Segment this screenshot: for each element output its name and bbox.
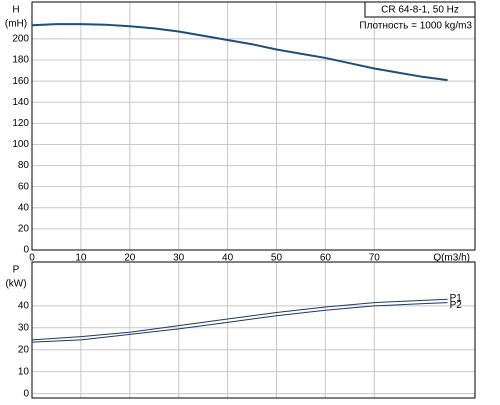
y-tick-label: 120 — [12, 118, 29, 129]
y-tick-label: 160 — [12, 76, 29, 87]
plot-frame — [31, 1, 476, 251]
y-tick-label: 10 — [18, 366, 30, 377]
data-line — [31, 298, 448, 341]
y-axis-label: (kW) — [5, 279, 26, 290]
x-tick-label: 50 — [271, 253, 283, 264]
x-axis-label: Q(m3/h) — [433, 253, 470, 264]
y-tick-label: 140 — [12, 97, 29, 108]
y-tick-label: 100 — [12, 139, 29, 150]
y-tick-label: 80 — [18, 160, 30, 171]
data-line — [31, 302, 448, 343]
series-label: P2 — [450, 300, 463, 311]
plot-frame — [31, 261, 476, 399]
y-tick-label: 200 — [12, 34, 29, 45]
x-tick-label: 40 — [222, 253, 234, 264]
x-tick-label: 10 — [75, 253, 87, 264]
plot-area — [32, 2, 475, 250]
y-tick-label: 20 — [18, 224, 30, 235]
x-tick-label: 20 — [124, 253, 136, 264]
y-tick-label: 180 — [12, 55, 29, 66]
series-label: P1 — [450, 293, 463, 304]
y-axis-label: (mH) — [5, 19, 27, 30]
y-tick-label: 60 — [18, 181, 30, 192]
y-tick-label: 20 — [18, 344, 30, 355]
y-axis-label: H — [12, 5, 19, 16]
x-tick-label: 0 — [29, 253, 35, 264]
chart-subtitle: Плотность = 1000 kg/m3 — [359, 21, 472, 32]
x-tick-label: 70 — [369, 253, 381, 264]
plot-area — [32, 262, 475, 398]
y-tick-label: 40 — [18, 301, 30, 312]
chart-title: CR 64-8-1, 50 Hz — [381, 5, 459, 16]
y-tick-label: 40 — [18, 202, 30, 213]
x-tick-label: 30 — [173, 253, 185, 264]
y-tick-label: 0 — [23, 245, 29, 256]
y-axis-label: P — [13, 265, 20, 276]
data-line — [31, 23, 448, 82]
y-tick-label: 0 — [23, 388, 29, 399]
x-tick-label: 60 — [320, 253, 332, 264]
title-box — [364, 1, 476, 18]
y-tick-label: 30 — [18, 322, 30, 333]
